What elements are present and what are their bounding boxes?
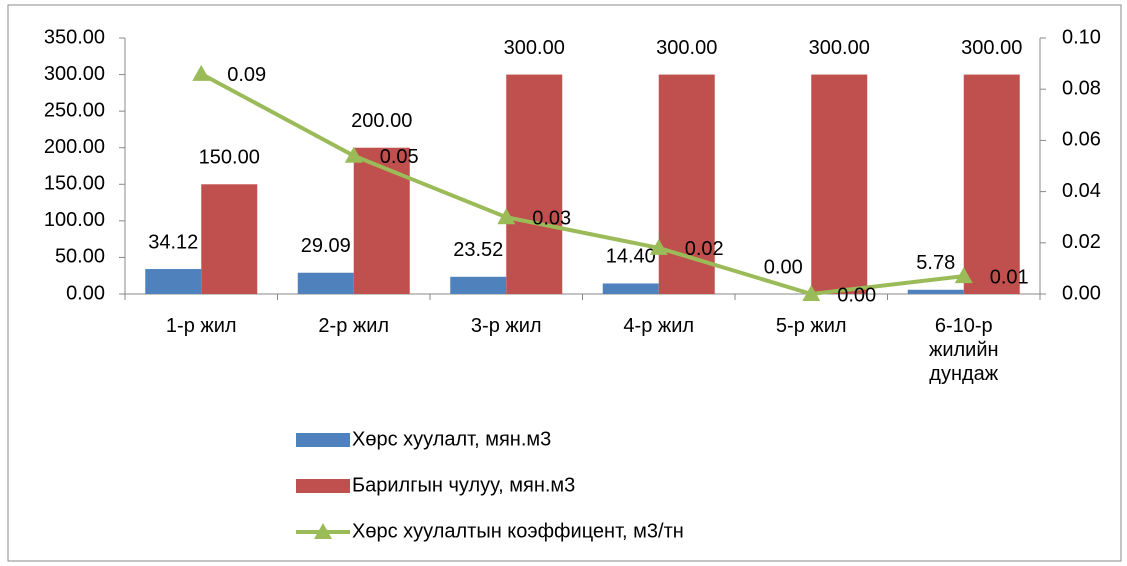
bar-value-label: 0.00	[764, 256, 803, 278]
legend-label: Хөрс хуулалтын коэффицент, м3/тн	[352, 520, 684, 542]
line-value-label: 0.00	[837, 284, 876, 306]
bar	[811, 74, 868, 294]
bar-value-label: 300.00	[961, 37, 1022, 59]
legend-swatch	[296, 433, 350, 447]
bar	[602, 283, 659, 294]
bar	[353, 147, 410, 294]
x-tick-label: 6-10-р жилийн дундаж	[928, 315, 999, 385]
y-tick-label: 150.00	[44, 173, 105, 195]
bar-value-label: 300.00	[809, 37, 870, 59]
y2-tick-label: 0.02	[1062, 231, 1101, 253]
bar-value-label: 29.09	[301, 235, 351, 257]
x-tick-label: 1-р жил	[165, 315, 237, 337]
chart-border	[7, 4, 1122, 562]
bar	[963, 74, 1020, 294]
legend-label: Барилгын чулуу, мян.м3	[352, 474, 575, 496]
y-tick-label: 350.00	[44, 26, 105, 48]
bar-value-label: 200.00	[351, 110, 412, 132]
line-marker	[954, 267, 973, 284]
y-tick-label: 250.00	[44, 99, 105, 121]
line-value-label: 0.09	[227, 64, 266, 86]
line-value-label: 0.05	[380, 146, 419, 168]
line-marker	[802, 285, 821, 301]
line-value-label: 0.02	[685, 238, 724, 260]
bar	[907, 289, 964, 294]
y-tick-label: 200.00	[44, 136, 105, 158]
bar	[506, 74, 563, 294]
bar	[145, 269, 202, 294]
bar-value-label: 300.00	[504, 37, 565, 59]
x-tick-label: 2-р жил	[318, 315, 390, 337]
y2-tick-label: 0.10	[1062, 26, 1101, 48]
y2-tick-label: 0.00	[1062, 282, 1101, 304]
y2-tick-label: 0.08	[1062, 77, 1101, 99]
line-marker	[497, 208, 516, 225]
x-tick-label: 4-р жил	[623, 315, 695, 337]
bar-value-label: 300.00	[656, 37, 717, 59]
bar	[201, 184, 258, 294]
bar	[297, 272, 354, 294]
line-marker	[192, 64, 211, 81]
bar-value-label: 34.12	[148, 231, 198, 253]
y-tick-label: 300.00	[44, 63, 105, 85]
line-marker	[344, 146, 363, 163]
bar-value-label: 5.78	[916, 252, 955, 274]
line	[200, 72, 964, 297]
y-tick-label: 0.00	[66, 282, 105, 304]
line-value-label: 0.01	[990, 266, 1029, 288]
x-tick-label: 5-р жил	[775, 315, 847, 337]
y2-tick-label: 0.06	[1062, 129, 1101, 151]
legend-label: Хөрс хуулалт, мян.м3	[352, 428, 551, 450]
y-tick-label: 50.00	[55, 246, 105, 268]
y-tick-label: 100.00	[44, 209, 105, 231]
line-value-label: 0.03	[532, 207, 571, 229]
legend-swatch	[296, 479, 350, 493]
bar-value-label: 150.00	[199, 147, 260, 169]
line-marker	[649, 238, 668, 255]
bar-value-label: 14.40	[606, 246, 656, 268]
legend-marker	[314, 523, 332, 539]
bar-value-label: 23.52	[453, 239, 503, 261]
bar	[450, 276, 507, 294]
x-tick-label: 3-р жил	[470, 315, 542, 337]
y2-tick-label: 0.04	[1062, 180, 1101, 202]
